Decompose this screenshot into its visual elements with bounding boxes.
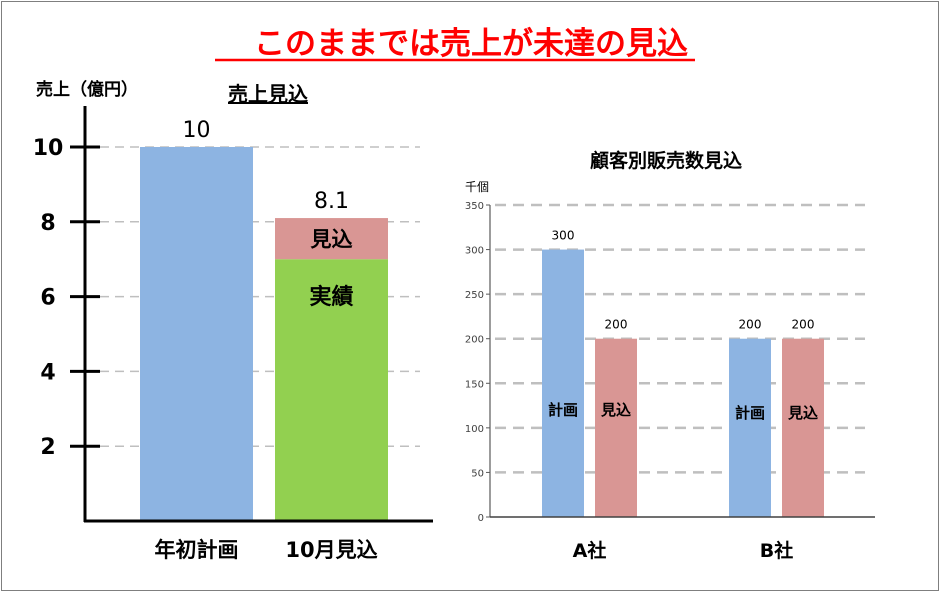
left-y-tick-label: 2 [40,435,55,460]
left-y-tick-label: 4 [40,360,55,385]
left-chart-bars [140,147,388,521]
right-chart-bars [542,249,824,518]
bar-b-plan [729,338,771,517]
left-category-label: 年初計画 [155,538,239,562]
bar-b-forecast [782,338,824,517]
segment-label-forecast: 見込 [311,228,353,252]
left-y-tick-label: 8 [40,211,55,236]
left-y-tick-label: 6 [40,286,55,311]
bar-series-label: 計画 [735,404,765,422]
left-chart-axes [83,106,433,523]
right-category-label: B社 [760,539,793,562]
total-label: 10 [183,118,211,143]
right-y-tick-label: 100 [465,424,484,435]
right-value-label: 300 [552,229,575,243]
right-chart-y-axis-label: 千個 [465,180,489,194]
right-chart-title: 顧客別販売数見込 [590,149,742,172]
right-value-label: 200 [792,318,815,332]
left-category-label: 10月見込 [285,538,377,562]
right-value-label: 200 [739,318,762,332]
bar-series-label: 計画 [548,401,578,419]
right-y-tick-label: 0 [478,513,484,524]
right-chart-labels: 0 50 100 150 200 250 300 350 300 計画 200 見込 A社 200 計画 20… [465,201,818,562]
bar-october-forecast [275,218,388,260]
right-category-label: A社 [573,539,607,562]
customer-sales-chart: 顧客別販売数見込 千個 0 50 100 150 200 250 300 350 300 計画 20… [465,149,875,562]
left-chart-y-axis-label: 売上（億円） [36,79,138,100]
right-y-tick-label: 200 [465,335,484,346]
bar-series-label: 見込 [600,401,631,419]
left-y-tick-label: 10 [33,136,64,161]
right-y-tick-label: 350 [465,201,484,212]
total-label: 8.1 [314,189,349,214]
slide-title: このままでは売上が未達の見込 [254,26,688,62]
bar-october-actual [275,259,388,521]
bar-a-plan [542,249,584,518]
right-chart-axes [486,204,875,518]
right-value-label: 200 [605,318,628,332]
right-y-tick-label: 300 [465,246,484,257]
left-chart-ticks: 2 4 6 8 10 [33,136,100,460]
segment-label-actual: 実績 [309,284,353,310]
bar-series-label: 見込 [787,404,818,422]
left-chart-labels: 実績 見込 10 8.1 年初計画 10月見込 [155,118,378,562]
bar-year-start-plan [140,147,253,521]
sales-forecast-chart: 売上（億円） 売上見込 2 4 6 8 10 実績 見込 10 8.1 年初計画 10月見込 [33,79,433,562]
right-y-tick-label: 50 [471,468,484,479]
right-y-tick-label: 150 [465,379,484,390]
right-y-tick-label: 250 [465,290,484,301]
bar-a-forecast [595,338,637,517]
left-chart-title: 売上見込 [228,82,308,106]
